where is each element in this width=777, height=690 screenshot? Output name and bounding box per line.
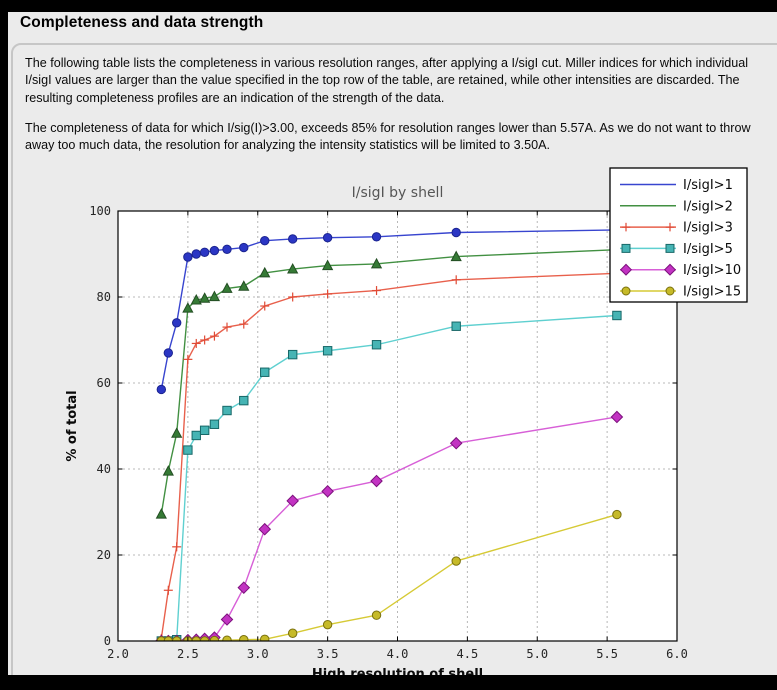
page-title: Completeness and data strength — [20, 14, 264, 31]
legend: I/sigI>1 I/sigI>2 I/sigI>3 I/sigI>5 I/sigI>1… — [609, 167, 748, 303]
legend-item-i-sigi-2: I/sigI>2 — [620, 199, 733, 214]
svg-text:4.0: 4.0 — [387, 647, 409, 661]
y-axis-label: % of total — [65, 390, 80, 461]
svg-text:I/sigI>3: I/sigI>3 — [683, 221, 733, 236]
isigi-by-shell-chart: 2.0 2.5 3.0 3.5 4.0 4.5 5.0 5.5 6.0 0 20 40 60 80 100 I… — [65, 167, 748, 675]
legend-item-i-sigi-15: I/sigI>15 — [620, 285, 741, 300]
svg-text:80: 80 — [97, 290, 111, 304]
legend-item-i-sigi-5: I/sigI>5 — [620, 242, 733, 257]
svg-text:4.5: 4.5 — [457, 647, 479, 661]
svg-text:I/sigI>15: I/sigI>15 — [683, 285, 741, 300]
chart-title: I/sigI by shell — [352, 185, 444, 201]
legend-item-i-sigi-3: I/sigI>3 — [620, 221, 733, 236]
legend-item-i-sigi-1: I/sigI>1 — [620, 178, 733, 193]
svg-text:5.5: 5.5 — [596, 647, 618, 661]
legend-item-i-sigi-10: I/sigI>10 — [619, 263, 741, 278]
summary-paragraph: The completeness of data for which I/sig… — [25, 121, 751, 153]
svg-text:5.0: 5.0 — [526, 647, 548, 661]
svg-text:I/sigI>5: I/sigI>5 — [683, 242, 733, 257]
x-tick-labels: 2.0 2.5 3.0 3.5 4.0 4.5 5.0 5.5 6.0 — [107, 647, 688, 661]
svg-text:2.0: 2.0 — [107, 647, 129, 661]
svg-text:I/sigI>2: I/sigI>2 — [683, 199, 733, 214]
intro-paragraph: The following table lists the completene… — [25, 56, 749, 105]
svg-text:3.0: 3.0 — [247, 647, 269, 661]
svg-text:40: 40 — [97, 462, 111, 476]
svg-text:6.0: 6.0 — [666, 647, 688, 661]
x-axis-label: High resolution of shell — [312, 667, 483, 675]
series-i-sigi-1 — [156, 225, 622, 395]
y-tick-labels: 0 20 40 60 80 100 — [89, 204, 111, 648]
svg-text:60: 60 — [97, 376, 111, 390]
content-panel: The following table lists the completene… — [11, 43, 777, 675]
svg-text:20: 20 — [97, 548, 111, 562]
gridlines — [118, 211, 677, 641]
report-page: Completeness and data strength The follo… — [8, 12, 777, 675]
svg-text:100: 100 — [89, 204, 111, 218]
svg-text:3.5: 3.5 — [317, 647, 339, 661]
svg-text:0: 0 — [104, 634, 111, 648]
completeness-chart-figure: 2.0 2.5 3.0 3.5 4.0 4.5 5.0 5.5 6.0 0 20 40 60 80 100 I… — [30, 160, 777, 675]
svg-text:2.5: 2.5 — [177, 647, 199, 661]
svg-text:I/sigI>10: I/sigI>10 — [683, 263, 741, 278]
svg-text:I/sigI>1: I/sigI>1 — [683, 178, 733, 193]
